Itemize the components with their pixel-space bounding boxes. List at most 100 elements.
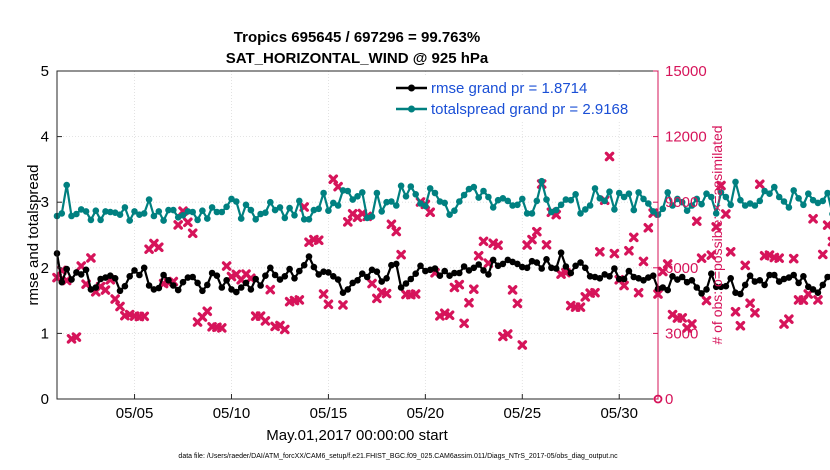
obs-assimilated-marker (701, 295, 712, 306)
spread-point (155, 208, 163, 215)
y-tick-label-right: 9000 (665, 194, 698, 211)
rmse-point (281, 273, 289, 280)
rmse-point (82, 266, 90, 274)
spread-point (761, 187, 768, 195)
spread-point (412, 191, 420, 198)
spread-point (572, 191, 579, 198)
y-tick-label-right: 0 (665, 391, 673, 408)
spread-point (116, 211, 124, 218)
rmse-point (194, 279, 201, 287)
rmse-point (470, 264, 478, 272)
spread-point (208, 204, 216, 211)
obs-assimilated-marker (643, 222, 654, 233)
rmse-point (257, 282, 264, 289)
x-tick-label: 05/20 (407, 405, 445, 422)
spread-point (775, 193, 783, 201)
rmse-point (441, 267, 449, 275)
spread-point (334, 202, 342, 209)
obs-assimilated-marker (187, 228, 198, 239)
legend-rmse-marker (408, 84, 415, 92)
legend-spread-marker (408, 105, 415, 113)
rmse-point (68, 276, 75, 283)
rmse-point (179, 278, 187, 286)
rmse-point (814, 289, 822, 297)
rmse-point (552, 265, 560, 272)
rmse-point (407, 275, 415, 283)
rmse-point (727, 275, 734, 282)
rmse-point (354, 277, 361, 284)
rmse-point (596, 275, 604, 282)
spread-point (150, 212, 158, 220)
rmse-point (640, 277, 647, 284)
rmse-point (431, 265, 439, 272)
spread-point (393, 202, 400, 209)
obs-assimilated-marker (822, 220, 830, 230)
obs-assimilated-marker (677, 313, 688, 323)
spread-point (475, 194, 483, 201)
obs-assimilated-marker (381, 288, 392, 299)
spread-point (305, 216, 313, 223)
obs-assimilated-marker (609, 248, 620, 259)
rmse-point (693, 284, 701, 291)
rmse-point (218, 284, 226, 291)
rmse-point (712, 283, 720, 291)
spread-point (291, 212, 298, 219)
spread-point (87, 216, 95, 224)
rmse-point (737, 290, 744, 298)
spread-point (538, 177, 545, 185)
grid-lines (57, 71, 658, 399)
spread-point (712, 210, 720, 217)
spread-point (63, 181, 70, 189)
rmse-point (538, 265, 545, 272)
rmse-point (451, 269, 458, 277)
rmse-point (717, 283, 725, 291)
obs-assimilated-marker (502, 329, 513, 339)
rmse-point (315, 271, 323, 278)
obs-assimilated-marker (735, 320, 746, 331)
rmse-point (790, 271, 797, 279)
y-axis-label-left: rmse and totalspread (25, 165, 42, 306)
rmse-point (204, 281, 211, 289)
spread-point (630, 206, 638, 214)
rmse-point (208, 269, 216, 277)
obs-assimilated-marker (696, 253, 707, 263)
rmse-point (276, 276, 284, 283)
obs-assimilated-marker (183, 217, 193, 228)
obs-assimilated-marker (750, 308, 760, 318)
obs-assimilated-marker (730, 306, 741, 317)
spread-point (281, 214, 289, 222)
spread-point (107, 208, 114, 216)
spread-point (737, 196, 744, 204)
spread-point (824, 189, 830, 197)
rmse-point (334, 276, 342, 283)
spread-point (354, 193, 361, 200)
rmse-point (116, 287, 124, 295)
obs-assimilated-marker (139, 311, 150, 322)
spread-point (640, 195, 647, 203)
spread-point (160, 217, 167, 224)
rmse-point (174, 286, 182, 294)
spread-point (601, 197, 608, 205)
rmse-point (417, 262, 424, 270)
x-tick-label: 05/25 (504, 405, 542, 422)
right-axis-tick-labels: 0 3000 6000 9000 12000 15000 (665, 63, 707, 408)
rmse-point (126, 273, 133, 280)
rmse-point (703, 286, 710, 293)
spread-point (678, 198, 686, 206)
obs-assimilated-marker (662, 259, 673, 269)
rmse-point (669, 273, 676, 280)
obs-assimilated-marker (216, 323, 227, 333)
obs-assimilated-marker (754, 179, 765, 190)
rmse-point (383, 275, 390, 282)
legend-spread-label: totalspread grand pr = 2.9168 (431, 101, 628, 118)
spread-point (674, 195, 681, 203)
rmse-point (228, 286, 235, 293)
spread-point (242, 201, 250, 209)
spread-point (489, 204, 497, 211)
spread-point (339, 187, 347, 194)
spread-point (300, 216, 308, 223)
rmse-point (111, 275, 119, 282)
spread-point (688, 202, 696, 209)
obs-assimilated-marker (459, 318, 469, 329)
spread-point (97, 216, 104, 224)
